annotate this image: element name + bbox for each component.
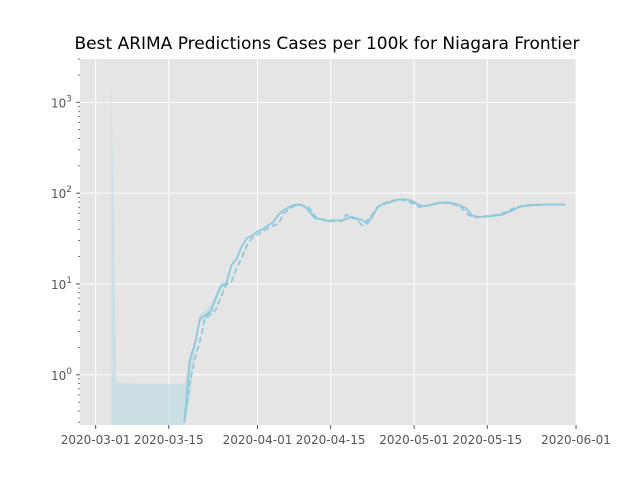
grid-lines	[80, 59, 577, 425]
confidence-band-layer	[111, 77, 227, 426]
x-tick-label: 2020-04-01	[223, 433, 293, 447]
x-tick-label: 2020-06-01	[541, 433, 611, 447]
y-tick-exponent: 1	[66, 276, 72, 286]
y-tick-base: 10	[51, 278, 66, 292]
x-tick-label: 2020-03-15	[134, 433, 204, 447]
y-tick-label: 103	[51, 94, 72, 110]
y-tick-exponent: 0	[66, 367, 72, 377]
y-tick-base: 10	[51, 187, 66, 201]
y-tick-exponent: 2	[66, 185, 72, 195]
y-tick-base: 10	[51, 96, 66, 110]
x-tick-label: 2020-05-15	[452, 433, 522, 447]
series-line-solid	[183, 198, 566, 423]
series-layer	[183, 198, 566, 423]
x-tick-label: 2020-03-01	[61, 433, 131, 447]
x-axis: 2020-03-01 2020-03-15 2020-04-01 2020-04-15…	[61, 425, 611, 447]
y-tick-label: 102	[51, 185, 72, 201]
chart-title: Best ARIMA Predictions Cases per 100k fo…	[75, 34, 580, 54]
y-tick-label: 100	[51, 367, 72, 383]
confidence-band	[111, 77, 227, 426]
y-tick-label: 101	[51, 276, 72, 292]
x-tick-label: 2020-04-15	[296, 433, 366, 447]
y-tick-exponent: 3	[66, 94, 72, 104]
x-tick-label: 2020-05-01	[379, 433, 449, 447]
y-tick-base: 10	[51, 369, 66, 383]
series-line-dashed	[183, 198, 566, 423]
plot-background	[80, 59, 576, 425]
